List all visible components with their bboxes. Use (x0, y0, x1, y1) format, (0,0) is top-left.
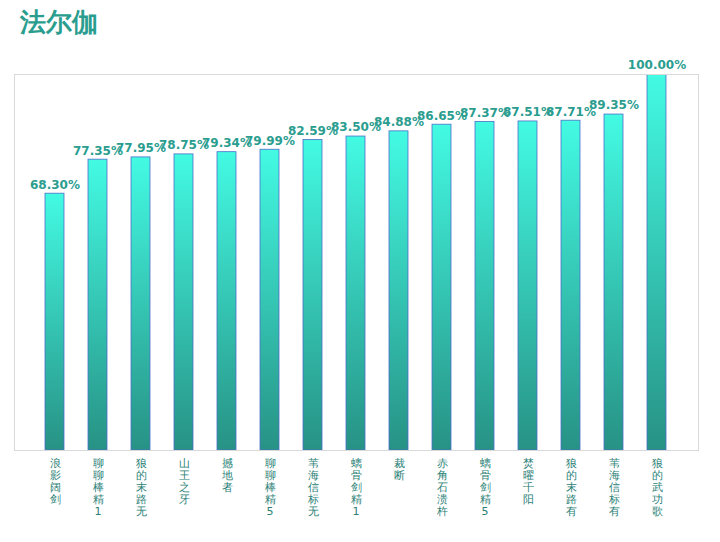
svg-text:裁断: 裁断 (394, 457, 405, 482)
svg-text:撼地者: 撼地者 (221, 457, 233, 494)
svg-text:82.59%: 82.59% (288, 123, 338, 138)
svg-text:狼的末路无: 狼的末路无 (136, 457, 147, 518)
svg-text:78.75%: 78.75% (159, 138, 209, 153)
svg-text:聊聊棒精1: 聊聊棒精1 (93, 457, 104, 518)
svg-text:86.65%: 86.65% (417, 108, 467, 123)
svg-text:83.50%: 83.50% (331, 120, 381, 135)
svg-text:79.34%: 79.34% (202, 136, 252, 150)
svg-text:100.00%: 100.00% (628, 58, 686, 72)
svg-text:苇海信标有: 苇海信标有 (608, 457, 620, 518)
svg-text:山王之牙: 山王之牙 (179, 457, 190, 506)
svg-text:77.95%: 77.95% (116, 141, 166, 156)
svg-text:87.71%: 87.71% (546, 104, 596, 119)
svg-text:赤角石溃杵: 赤角石溃杵 (436, 457, 448, 518)
svg-text:狼的末路有: 狼的末路有 (566, 457, 577, 518)
svg-text:焚曜千阳: 焚曜千阳 (523, 457, 534, 506)
svg-text:89.35%: 89.35% (589, 98, 639, 112)
svg-text:87.51%: 87.51% (503, 105, 553, 120)
svg-text:狼的武功歌: 狼的武功歌 (652, 457, 663, 518)
svg-text:87.37%: 87.37% (460, 105, 510, 120)
svg-text:68.30%: 68.30% (30, 178, 80, 192)
svg-text:苇海信标无: 苇海信标无 (307, 457, 319, 518)
svg-text:浪影阔剑: 浪影阔剑 (50, 457, 61, 506)
svg-text:螭骨剑精1: 螭骨剑精1 (351, 457, 362, 518)
svg-text:螭骨剑精5: 螭骨剑精5 (480, 457, 491, 518)
html-text:法尔伽: 法尔伽 (20, 7, 98, 37)
svg-text:聊聊棒精5: 聊聊棒精5 (265, 457, 276, 518)
svg-text:79.99%: 79.99% (245, 133, 295, 148)
svg-text:77.35%: 77.35% (73, 143, 123, 158)
svg-text:84.88%: 84.88% (374, 115, 424, 130)
